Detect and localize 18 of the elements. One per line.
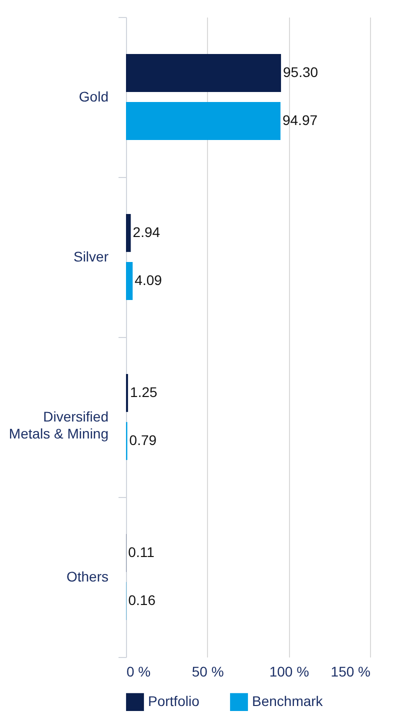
data-label: 94.97 (282, 112, 318, 128)
data-label: 0.11 (128, 544, 155, 560)
data-label: 2.94 (132, 224, 160, 240)
legend-label: Benchmark (252, 693, 324, 710)
x-tick-label: 150 % (330, 664, 370, 680)
data-label: 0.16 (128, 592, 156, 608)
y-tick-label: Silver (73, 248, 109, 264)
data-label: 1.25 (130, 384, 158, 400)
y-tick-label: Diversified Metals & Mining (8, 408, 108, 442)
x-tick-label: 100 % (269, 664, 310, 680)
y-tick-label: Gold (78, 88, 108, 104)
data-label: 95.30 (283, 64, 318, 80)
x-tick-label: 50 % (192, 664, 224, 680)
data-label: 0.79 (129, 432, 157, 448)
data-label: 4.09 (134, 272, 162, 288)
x-tick-label: 0 % (126, 664, 151, 680)
legend-label: Portfolio (148, 693, 200, 710)
y-tick-label: Others (66, 568, 108, 584)
